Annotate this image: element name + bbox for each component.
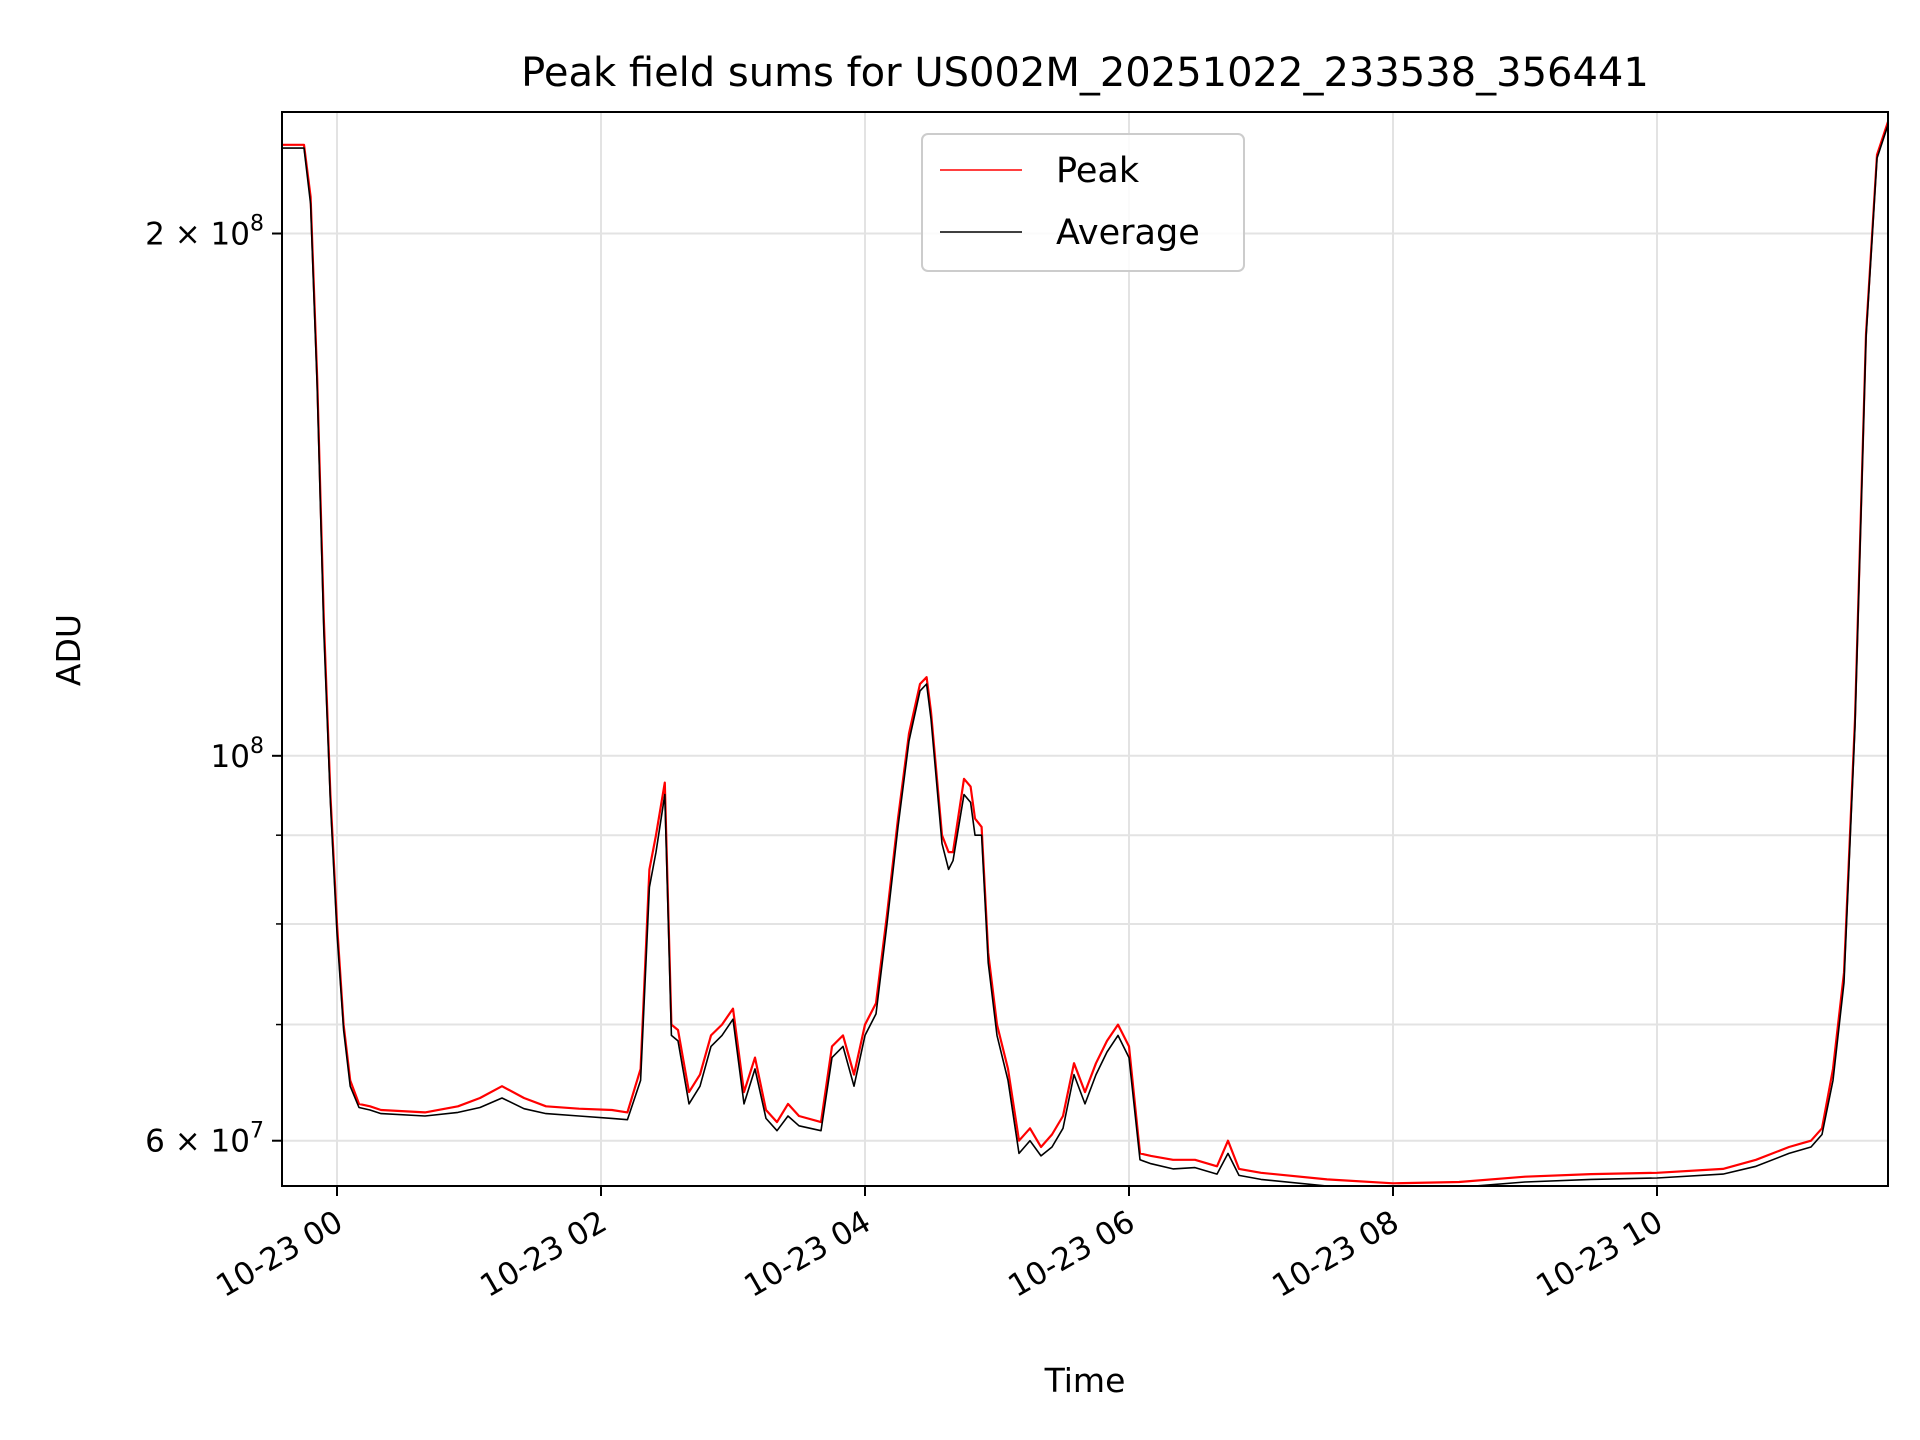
grid [282,112,1888,1186]
y-tick-base: 2 × 10 [145,217,250,253]
chart-title: Peak field sums for US002M_20251022_2335… [521,50,1649,96]
y-tick-label: 2 × 108 [145,212,264,253]
series-line-peak [282,121,1888,1185]
legend-box [921,133,1245,272]
plot-frame [281,111,1889,1187]
legend-label-peak: Peak [1056,151,1140,191]
y-tick-exponent: 8 [250,734,264,759]
series-line-average [282,124,1888,1186]
y-tick-label: 108 [211,734,264,775]
legend-label-average: Average [1056,213,1200,253]
x-axis-label: Time [1044,1361,1126,1400]
y-tick-exponent: 8 [250,212,264,237]
y-tick-label: 6 × 107 [145,1119,264,1160]
legend: Peak Average [921,133,1245,272]
series-layer [282,121,1888,1186]
y-axis-label: ADU [49,614,88,686]
y-tick-base: 6 × 10 [145,1124,250,1160]
y-tick-base: 10 [211,739,250,775]
y-tick-exponent: 7 [250,1119,264,1144]
